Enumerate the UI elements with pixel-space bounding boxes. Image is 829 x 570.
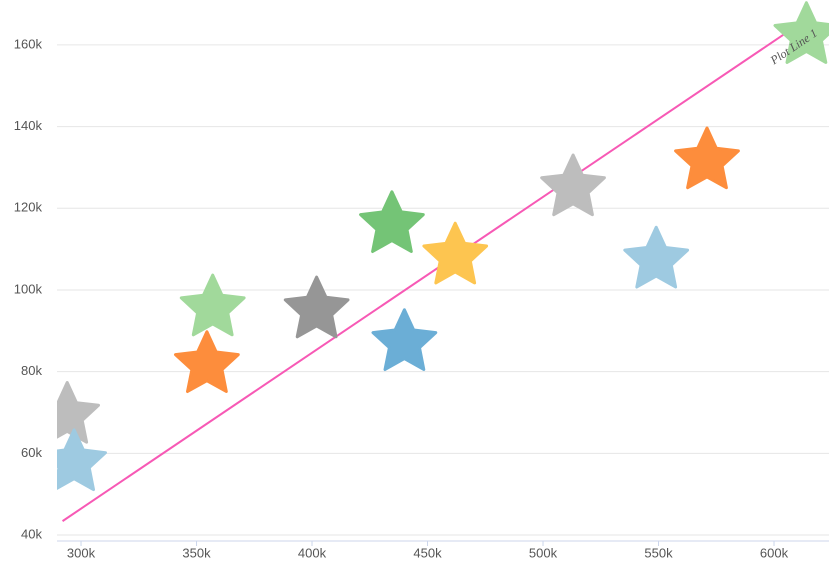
plot-line [61, 27, 794, 522]
point [174, 330, 240, 393]
point [359, 190, 425, 253]
x-tick-label: 350k [182, 545, 211, 560]
y-tick-label: 120k [14, 200, 43, 215]
x-tick-label: 600k [760, 545, 789, 560]
x-tick-label: 500k [529, 545, 558, 560]
point [674, 126, 740, 190]
point [371, 308, 438, 371]
grid [57, 44, 829, 546]
point [773, 1, 829, 64]
y-tick-label: 80k [21, 363, 42, 378]
point [422, 221, 489, 285]
y-tick-label: 100k [14, 281, 43, 296]
point [57, 381, 100, 444]
point [623, 225, 690, 289]
y-tick-label: 40k [21, 526, 42, 541]
y-tick-label: 140k [14, 118, 43, 133]
point [540, 153, 606, 217]
y-tick-label: 60k [21, 445, 42, 460]
labels: 40k 60k 80k 100k 120k 140k 160k 300k 350k 400k 450… [14, 26, 820, 561]
point [57, 428, 107, 492]
x-tick-label: 550k [644, 545, 673, 560]
plot-area [57, 1, 829, 522]
y-tick-label: 160k [14, 36, 43, 51]
point [179, 273, 246, 337]
point [283, 275, 350, 339]
x-tick-label: 400k [298, 545, 327, 560]
x-tick-label: 450k [413, 545, 442, 560]
x-tick-label: 300k [67, 545, 96, 560]
